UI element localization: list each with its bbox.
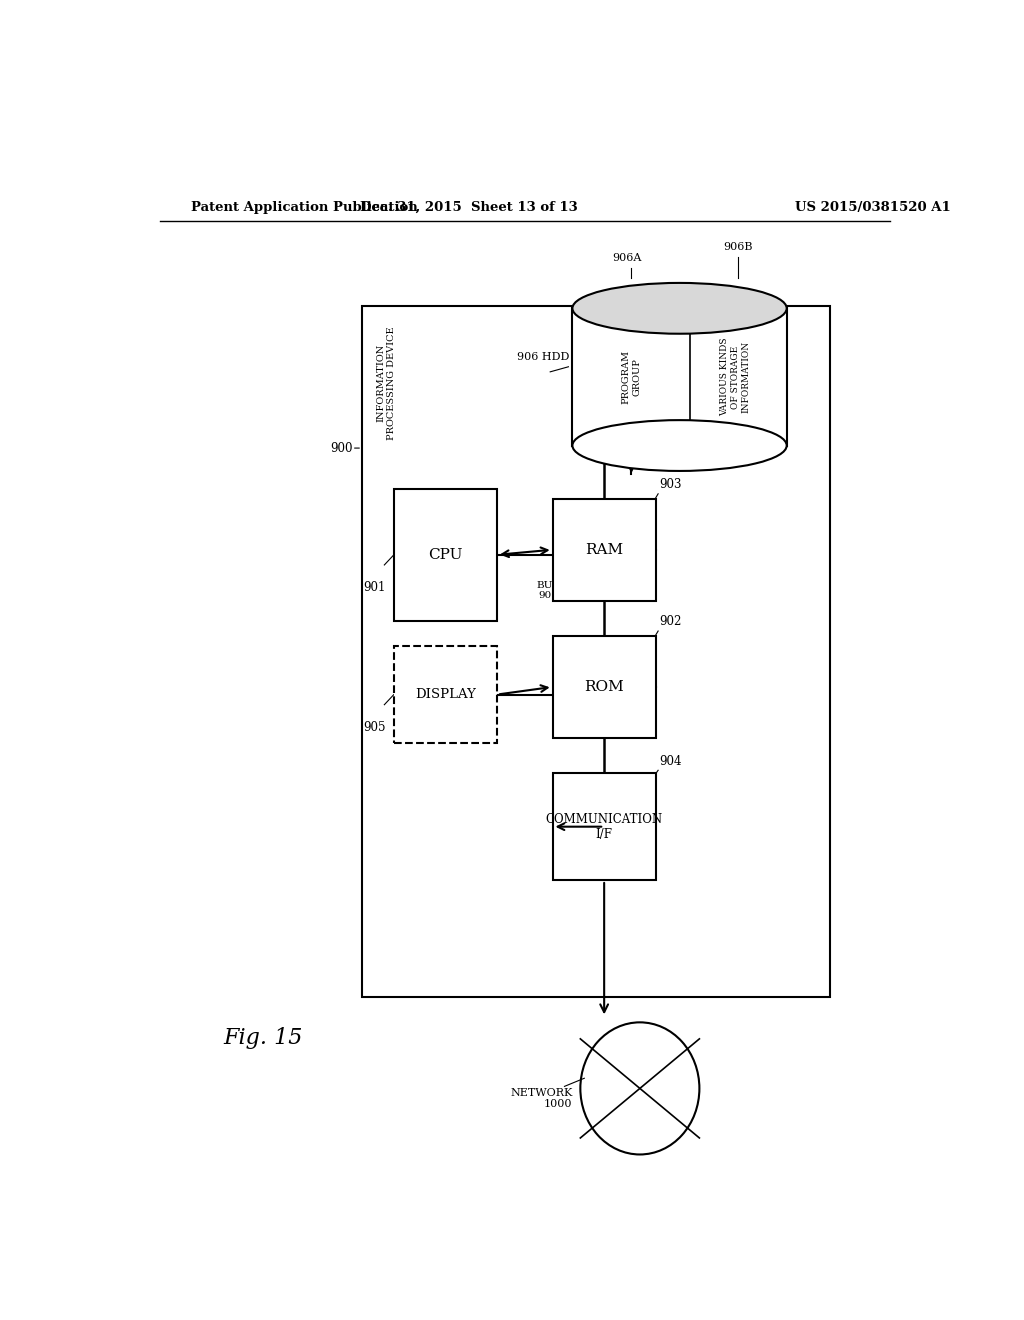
Text: Dec. 31, 2015  Sheet 13 of 13: Dec. 31, 2015 Sheet 13 of 13 <box>360 201 579 214</box>
Text: 906B: 906B <box>724 243 754 252</box>
Text: 900: 900 <box>331 442 353 454</box>
Ellipse shape <box>572 282 786 334</box>
Text: NETWORK
1000: NETWORK 1000 <box>510 1088 572 1109</box>
Text: INFORMATION
PROCESSING DEVICE: INFORMATION PROCESSING DEVICE <box>377 326 396 440</box>
Bar <box>572 309 786 446</box>
Bar <box>362 306 830 997</box>
Text: VARIOUS KINDS
OF STORAGE
INFORMATION: VARIOUS KINDS OF STORAGE INFORMATION <box>720 338 751 416</box>
Text: 906 HDD: 906 HDD <box>517 351 569 362</box>
Bar <box>394 488 497 620</box>
Text: 904: 904 <box>659 755 682 768</box>
Bar <box>553 636 655 738</box>
Text: PROGRAM
GROUP: PROGRAM GROUP <box>622 350 641 404</box>
Bar <box>553 499 655 601</box>
Text: CPU: CPU <box>428 548 463 562</box>
Text: DISPLAY: DISPLAY <box>415 688 476 701</box>
Text: US 2015/0381520 A1: US 2015/0381520 A1 <box>795 201 950 214</box>
Text: 903: 903 <box>659 478 682 491</box>
Ellipse shape <box>572 420 786 471</box>
Text: 906A: 906A <box>612 252 642 263</box>
Bar <box>553 774 655 880</box>
Text: COMMUNICATION
I/F: COMMUNICATION I/F <box>546 813 663 841</box>
Text: Fig. 15: Fig. 15 <box>223 1027 303 1048</box>
Text: 902: 902 <box>659 615 682 628</box>
Text: RAM: RAM <box>585 543 624 557</box>
Text: 905: 905 <box>364 721 386 734</box>
Text: ROM: ROM <box>585 680 624 694</box>
Text: BUS
907: BUS 907 <box>537 581 560 601</box>
Text: Patent Application Publication: Patent Application Publication <box>191 201 418 214</box>
Text: 901: 901 <box>364 581 386 594</box>
Bar <box>394 647 497 743</box>
